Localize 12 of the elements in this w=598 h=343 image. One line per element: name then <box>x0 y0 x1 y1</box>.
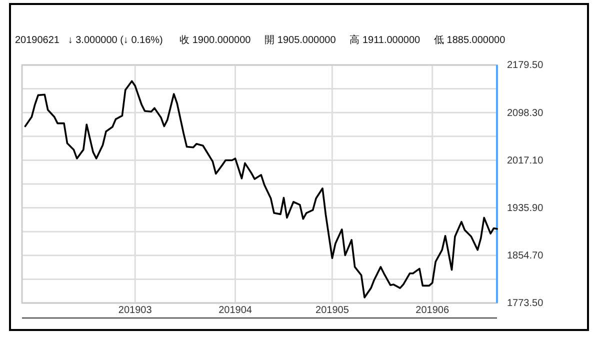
x-tick-label: 201903 <box>118 305 152 316</box>
y-tick-label: 1935.90 <box>507 203 544 214</box>
y-tick-label: 1773.50 <box>507 298 544 310</box>
x-tick-label: 201905 <box>316 305 350 316</box>
y-tick-label: 2017.10 <box>507 155 544 166</box>
y-tick-label: 2179.50 <box>507 60 544 72</box>
chart-title: 20190621 ↓ 3.000000 (↓ 0.16%) 收 1900.000000 開 1905.000000 高 1911.000000 低 1885.000000 <box>15 34 506 46</box>
line-series <box>24 80 498 298</box>
y-tick-label: 2098.30 <box>507 108 544 119</box>
x-tick-label: 201904 <box>218 305 252 316</box>
x-tick-label: 201906 <box>416 305 450 316</box>
y-tick-label: 1854.70 <box>507 250 544 262</box>
